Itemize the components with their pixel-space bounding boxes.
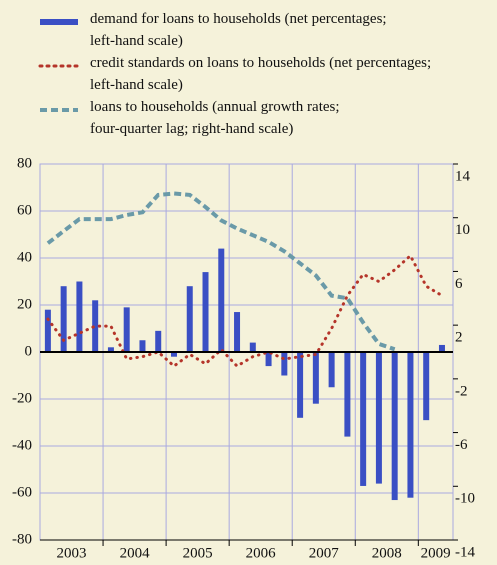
legend-label: credit standards on loans to households … <box>90 55 431 93</box>
legend-line: credit standards on loans to households … <box>90 55 431 71</box>
bar <box>234 312 241 352</box>
y2-tick-label: 10 <box>455 222 470 238</box>
legend-line: left-hand scale) <box>90 77 183 93</box>
x-tick-label: 2009 <box>421 545 451 561</box>
y-tick-label: -60 <box>12 484 32 500</box>
y-tick-label: -80 <box>12 531 32 547</box>
y2-tick-label: -10 <box>455 491 475 507</box>
legend-line: demand for loans to households (net perc… <box>90 11 387 27</box>
bar <box>249 342 256 352</box>
legend-line: loans to households (annual growth rates… <box>90 99 340 115</box>
bar <box>360 352 367 486</box>
y-tick-label: 20 <box>17 296 32 312</box>
bar <box>407 352 414 498</box>
bar <box>438 344 445 352</box>
y2-tick-label: 2 <box>455 330 463 346</box>
bar <box>155 330 162 352</box>
bar <box>44 309 51 352</box>
bar <box>423 352 430 421</box>
bar <box>186 286 193 352</box>
bar <box>297 352 304 418</box>
bar <box>202 272 209 352</box>
bar <box>328 352 335 388</box>
x-tick-label: 2004 <box>120 545 151 561</box>
x-tick-label: 2005 <box>183 545 213 561</box>
y-tick-label: -40 <box>12 437 32 453</box>
x-tick-label: 2007 <box>309 545 340 561</box>
bar <box>170 352 177 357</box>
bar <box>312 352 319 404</box>
legend-line: four-quarter lag; right-hand scale) <box>90 121 293 137</box>
bar <box>218 248 225 352</box>
bar <box>265 352 272 367</box>
y2-tick-label: -2 <box>455 383 468 399</box>
y-tick-label: 60 <box>17 202 32 218</box>
bar <box>391 352 398 501</box>
legend-line: left-hand scale) <box>90 33 183 49</box>
y2-tick-label: 14 <box>455 168 471 184</box>
legend-label: demand for loans to households (net perc… <box>90 11 387 49</box>
bar <box>107 347 114 352</box>
y-tick-label: 40 <box>17 249 32 265</box>
y2-tick-label: -14 <box>455 544 475 560</box>
y-tick-label: 80 <box>17 155 32 171</box>
bar <box>123 307 130 352</box>
y-tick-label: 0 <box>25 343 33 359</box>
legend-label: loans to households (annual growth rates… <box>90 99 340 137</box>
bar <box>139 340 146 352</box>
y-tick-label: -20 <box>12 390 32 406</box>
bar <box>60 286 67 352</box>
y2-tick-label: -6 <box>455 437 468 453</box>
bar <box>281 352 288 376</box>
bar <box>92 300 99 352</box>
y2-tick-label: 6 <box>455 276 463 292</box>
x-tick-label: 2003 <box>57 545 87 561</box>
bar <box>344 352 351 437</box>
line <box>46 191 396 352</box>
bar <box>375 352 382 484</box>
bar <box>76 281 83 352</box>
x-tick-label: 2008 <box>372 545 402 561</box>
x-tick-label: 2006 <box>246 545 277 561</box>
